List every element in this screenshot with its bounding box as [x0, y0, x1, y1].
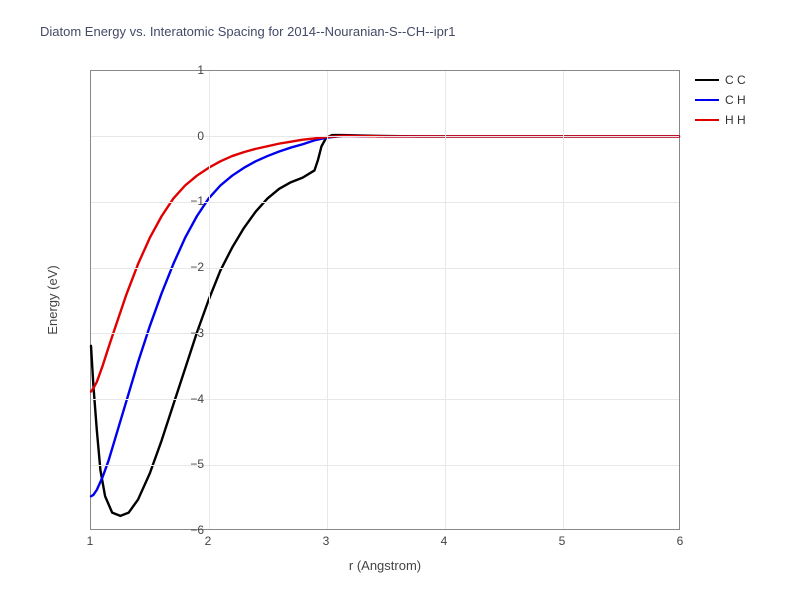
y-tick-label: −1 — [124, 194, 204, 208]
gridline-v — [327, 71, 328, 529]
chart-title: Diatom Energy vs. Interatomic Spacing fo… — [40, 24, 455, 39]
y-tick-label: −3 — [124, 326, 204, 340]
legend-swatch — [695, 79, 719, 82]
gridline-v — [209, 71, 210, 529]
legend-swatch — [695, 119, 719, 122]
x-tick-label: 2 — [205, 534, 212, 548]
x-tick-label: 6 — [677, 534, 684, 548]
x-tick-label: 3 — [323, 534, 330, 548]
legend-label: C H — [725, 93, 746, 107]
x-tick-label: 5 — [559, 534, 566, 548]
y-tick-label: 1 — [124, 63, 204, 77]
gridline-v — [445, 71, 446, 529]
series-c-h — [91, 136, 679, 497]
y-axis-label: Energy (eV) — [45, 265, 60, 334]
y-tick-label: 0 — [124, 129, 204, 143]
x-axis-label: r (Angstrom) — [349, 558, 421, 573]
x-tick-label: 4 — [441, 534, 448, 548]
gridline-v — [563, 71, 564, 529]
legend-item: C H — [695, 90, 746, 110]
legend-label: H H — [725, 113, 746, 127]
legend-item: H H — [695, 110, 746, 130]
legend-swatch — [695, 99, 719, 102]
legend-label: C C — [725, 73, 746, 87]
x-tick-label: 1 — [87, 534, 94, 548]
y-tick-label: −2 — [124, 260, 204, 274]
legend: C C C H H H — [695, 70, 746, 130]
y-tick-label: −5 — [124, 457, 204, 471]
legend-item: C C — [695, 70, 746, 90]
y-tick-label: −6 — [124, 523, 204, 537]
y-tick-label: −4 — [124, 392, 204, 406]
